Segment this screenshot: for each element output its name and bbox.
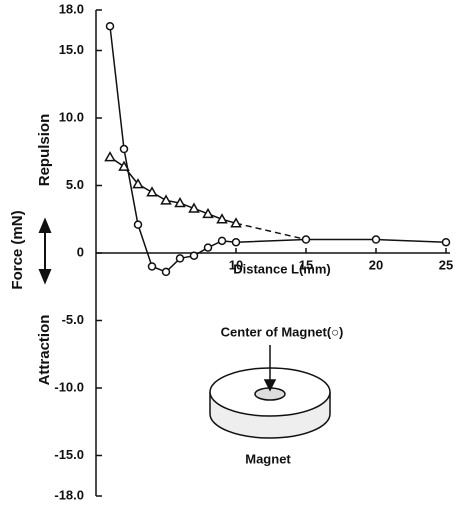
annotation: Magnet (245, 451, 291, 466)
annotation: Center of Magnet(○) (221, 324, 344, 339)
point (160, 194, 172, 205)
x-axis-label: Distance L(mm) (233, 261, 331, 276)
point (371, 235, 381, 244)
point (189, 251, 199, 260)
y-tick-label: 15.0 (59, 42, 84, 57)
point (217, 236, 227, 246)
y-axis-label: Force (mN) (9, 210, 26, 289)
point (119, 144, 129, 154)
point (301, 235, 311, 244)
x-tick-label: 10 (229, 257, 243, 272)
series-line (109, 156, 237, 225)
y-axis-label: Repulsion (36, 114, 53, 187)
y-tick-label: -10.0 (54, 379, 84, 394)
point (133, 220, 143, 229)
point (105, 21, 115, 31)
point (146, 186, 158, 197)
series-line (109, 26, 447, 273)
direction-arrow (38, 217, 52, 285)
y-tick-label: 0 (77, 244, 84, 259)
point (174, 197, 186, 208)
arrow-heads (38, 217, 52, 285)
y-tick-label: -18.0 (54, 487, 84, 502)
y-tick-label: -15.0 (54, 447, 84, 462)
point (132, 178, 144, 189)
point (118, 160, 130, 171)
y-tick-label: 18.0 (59, 1, 84, 16)
point (188, 202, 200, 213)
x-tick-label: 25 (439, 257, 453, 272)
point (104, 151, 116, 162)
dashed-extension (235, 222, 307, 241)
pointer-arrow-head (263, 379, 277, 392)
point (161, 267, 171, 277)
point (441, 237, 451, 247)
y-tick-label: 10.0 (59, 109, 84, 124)
point (202, 207, 214, 219)
y-tick-label: -5.0 (62, 312, 84, 327)
point (175, 254, 185, 263)
point (230, 217, 242, 228)
y-axis-label: Attraction (36, 315, 53, 386)
x-tick-label: 15 (299, 257, 313, 272)
point (203, 243, 213, 252)
point (147, 262, 157, 271)
magnet-drawing (209, 345, 331, 439)
point (216, 213, 228, 224)
y-tick-label: 5.0 (66, 177, 84, 192)
x-tick-label: 20 (369, 257, 383, 272)
point (231, 237, 241, 247)
